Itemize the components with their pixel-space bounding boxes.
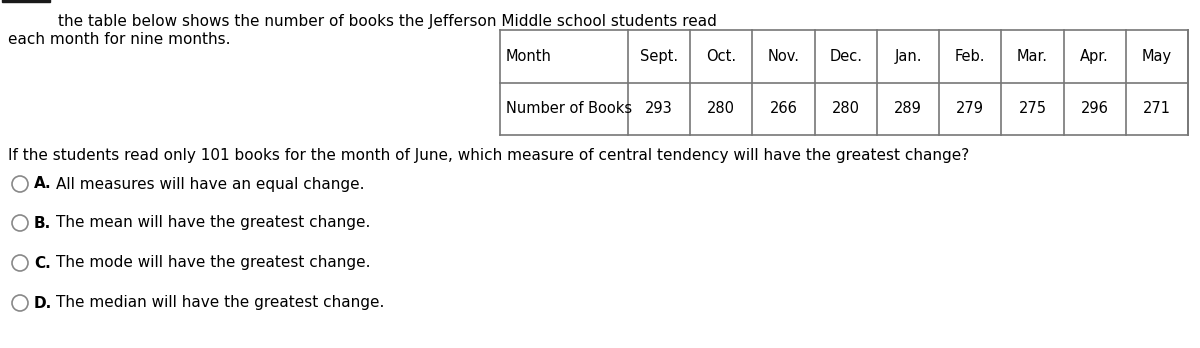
Text: The mean will have the greatest change.: The mean will have the greatest change. — [56, 215, 371, 230]
Text: 279: 279 — [956, 101, 984, 116]
Text: 266: 266 — [769, 101, 798, 116]
Text: The mode will have the greatest change.: The mode will have the greatest change. — [56, 255, 371, 270]
Text: A.: A. — [34, 176, 52, 191]
Text: If the students read only 101 books for the month of June, which measure of cent: If the students read only 101 books for … — [8, 148, 970, 163]
Text: Month: Month — [506, 49, 552, 64]
Text: 271: 271 — [1142, 101, 1171, 116]
Text: All measures will have an equal change.: All measures will have an equal change. — [56, 176, 365, 191]
Text: May: May — [1142, 49, 1172, 64]
Text: Nov.: Nov. — [768, 49, 799, 64]
Text: C.: C. — [34, 255, 50, 270]
Text: Feb.: Feb. — [955, 49, 985, 64]
Text: 280: 280 — [707, 101, 736, 116]
Text: D.: D. — [34, 295, 53, 310]
Text: 289: 289 — [894, 101, 922, 116]
Text: Jan.: Jan. — [894, 49, 922, 64]
Bar — [2, 0, 50, 2]
Text: Oct.: Oct. — [707, 49, 737, 64]
Text: Number of Books: Number of Books — [506, 101, 632, 116]
Text: 293: 293 — [646, 101, 673, 116]
Text: 275: 275 — [1019, 101, 1046, 116]
Text: the table below shows the number of books the Jefferson Middle school students r: the table below shows the number of book… — [58, 14, 716, 29]
Text: 280: 280 — [832, 101, 859, 116]
Text: Sept.: Sept. — [640, 49, 678, 64]
Text: Mar.: Mar. — [1016, 49, 1048, 64]
Text: The median will have the greatest change.: The median will have the greatest change… — [56, 295, 384, 310]
Text: Dec.: Dec. — [829, 49, 863, 64]
Text: 296: 296 — [1081, 101, 1109, 116]
Text: each month for nine months.: each month for nine months. — [8, 32, 230, 47]
Text: B.: B. — [34, 215, 52, 230]
Text: Apr.: Apr. — [1080, 49, 1109, 64]
